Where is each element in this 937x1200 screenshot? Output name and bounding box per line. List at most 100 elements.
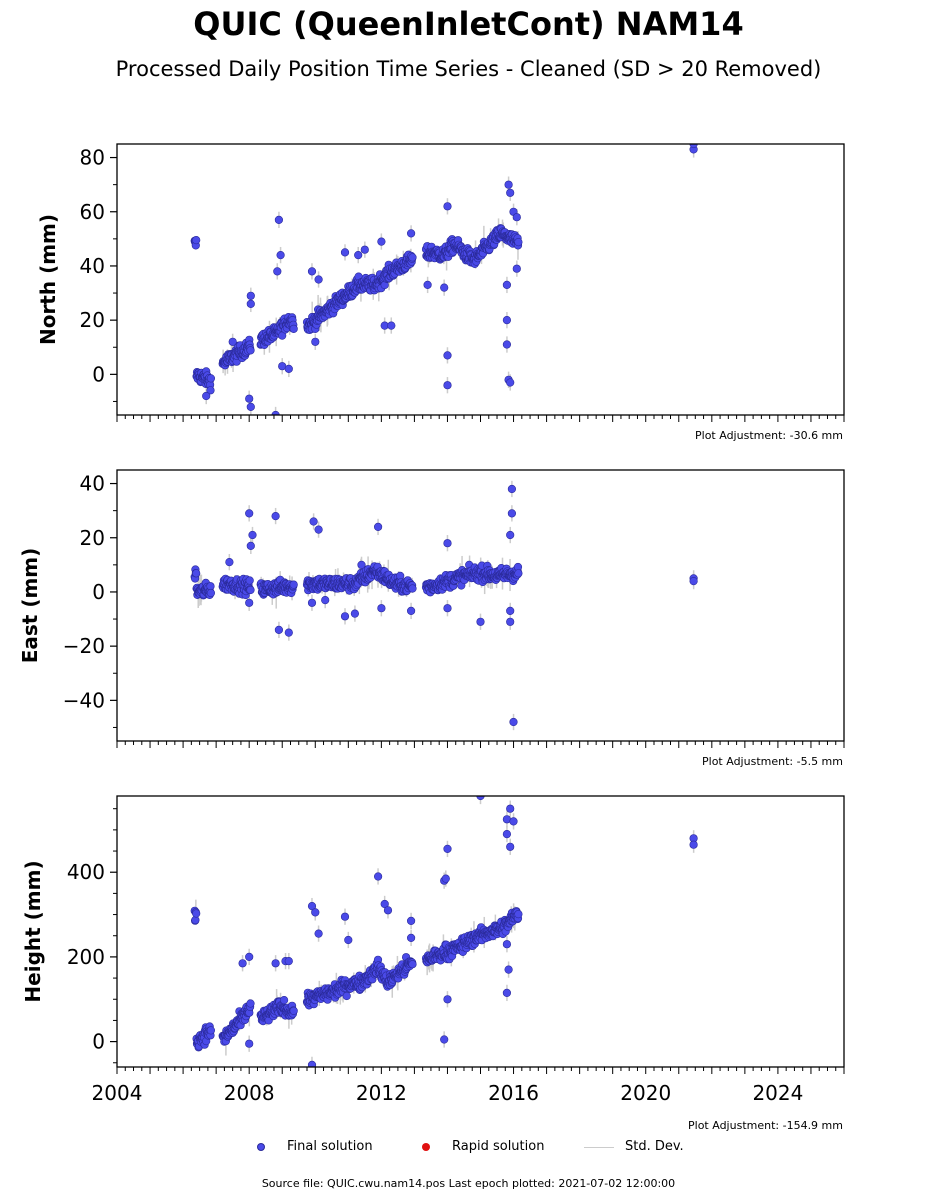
data-point — [408, 960, 417, 969]
data-point — [509, 817, 518, 826]
data-point — [307, 267, 317, 276]
height-y-axis-label: Height (mm) — [21, 860, 45, 1002]
data-point — [407, 916, 416, 926]
y-tick-label: 80 — [80, 146, 105, 170]
data-point — [502, 280, 512, 290]
data-point — [289, 1006, 298, 1016]
source-footnote: Source file: QUIC.cwu.nam14.pos Last epo… — [261, 1177, 676, 1190]
data-point — [314, 525, 323, 534]
data-point — [507, 484, 517, 494]
data-point — [443, 381, 452, 390]
data-point — [228, 337, 237, 346]
data-point — [340, 248, 350, 257]
data-point — [387, 321, 396, 330]
y-tick-label: −20 — [63, 634, 105, 658]
legend-label-rapid: Rapid solution — [452, 1139, 545, 1154]
data-point — [374, 872, 383, 881]
data-point — [506, 617, 515, 626]
data-point — [274, 215, 284, 224]
data-point — [423, 280, 432, 290]
data-point — [689, 840, 698, 849]
data-point — [443, 844, 452, 854]
data-point — [408, 253, 417, 262]
data-point — [206, 386, 215, 395]
data-point — [443, 604, 452, 613]
data-point — [443, 202, 452, 211]
data-point — [504, 180, 513, 189]
y-tick-label: 0 — [92, 1030, 105, 1054]
east-plot-adjustment: Plot Adjustment: -5.5 mm — [702, 755, 843, 768]
x-tick-label: 2008 — [224, 1081, 275, 1105]
data-point — [342, 991, 351, 1001]
data-point — [245, 952, 254, 962]
y-tick-label: 60 — [80, 200, 105, 224]
data-point — [502, 340, 512, 349]
data-point — [502, 316, 512, 325]
data-point — [506, 606, 515, 616]
north-plot-adjustment: Plot Adjustment: -30.6 mm — [695, 429, 843, 442]
data-point — [321, 595, 330, 605]
data-point — [192, 909, 201, 918]
data-point — [245, 1039, 254, 1048]
data-point — [206, 588, 215, 598]
east-data-layer — [190, 480, 698, 731]
data-point — [307, 1060, 317, 1067]
data-point — [225, 557, 234, 567]
data-point — [206, 1026, 215, 1035]
x-tick-label: 2016 — [488, 1081, 539, 1105]
data-point — [246, 585, 255, 595]
data-point — [502, 829, 512, 839]
data-point — [443, 995, 452, 1004]
data-point — [512, 264, 521, 273]
data-point — [408, 584, 417, 593]
data-point — [271, 959, 280, 968]
data-point — [506, 188, 515, 197]
north-y-axis-label: North (mm) — [36, 214, 60, 345]
north-panel: 0 20 40 60 80 North (mm) — [36, 143, 845, 422]
data-point — [280, 995, 289, 1005]
data-point — [506, 530, 515, 540]
data-point — [271, 511, 280, 521]
data-point — [344, 935, 353, 945]
data-point — [350, 609, 360, 618]
y-tick-label: 20 — [80, 308, 105, 332]
rapid-solution-marker — [422, 1143, 430, 1151]
page-title: QUIC (QueenInletCont) NAM14 — [193, 5, 744, 43]
data-point — [504, 965, 513, 974]
data-point — [476, 617, 485, 626]
data-point — [274, 625, 284, 635]
data-point — [507, 509, 517, 518]
data-point — [374, 522, 383, 532]
data-point — [314, 275, 323, 284]
y-tick-label: 20 — [80, 526, 105, 550]
data-point — [289, 324, 298, 334]
data-point — [245, 598, 254, 607]
data-point — [689, 144, 698, 149]
data-point — [380, 899, 389, 909]
data-point — [441, 874, 450, 883]
height-panel: 0 200 400 2004 2008 2012 2016 2020 2024 Height (m… — [21, 795, 845, 1105]
data-point — [246, 291, 255, 300]
east-axes-frame — [116, 469, 845, 742]
data-point — [245, 509, 254, 518]
data-point — [246, 999, 255, 1008]
east-y-axis-label: East (mm) — [18, 548, 42, 664]
data-point — [360, 245, 369, 254]
y-tick-label: 400 — [67, 860, 105, 884]
std-dev-marker — [584, 1147, 614, 1148]
data-point — [245, 394, 254, 403]
data-point — [689, 576, 698, 586]
x-tick-label: 2020 — [620, 1081, 671, 1105]
data-point — [440, 283, 449, 292]
data-point — [383, 906, 393, 915]
data-point — [238, 959, 247, 968]
y-tick-label: −40 — [63, 688, 105, 712]
data-point — [340, 912, 350, 921]
data-point — [407, 606, 416, 616]
data-point — [192, 236, 201, 245]
page-subtitle: Processed Daily Position Time Series - C… — [115, 57, 822, 81]
data-point — [276, 251, 285, 260]
data-point — [377, 604, 386, 613]
data-point — [248, 530, 257, 540]
